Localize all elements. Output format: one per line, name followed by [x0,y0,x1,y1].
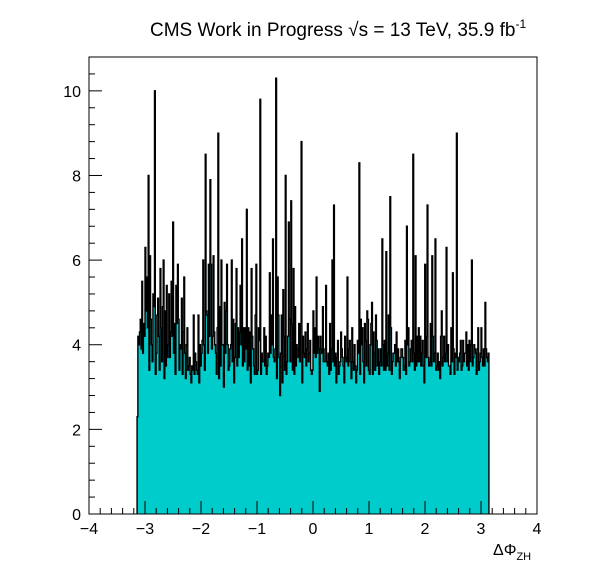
x-tick-label: 4 [533,521,542,538]
x-tick-label: −3 [136,521,154,538]
chart-title-prefix: CMS Work in Progress [150,20,348,41]
y-tick-label: 6 [72,253,81,270]
x-tick-label: −1 [248,521,266,538]
y-tick-label: 0 [72,507,81,524]
x-tick-label: 2 [421,521,430,538]
x-axis-label: ΔΦZH [493,542,531,563]
x-tick-label: −4 [80,521,98,538]
histogram-fill [137,78,489,514]
y-tick-label: 2 [72,422,81,439]
y-tick-label: 10 [63,84,81,101]
y-tick-label: 4 [72,338,81,355]
sqrt-operand: s [359,20,369,41]
y-tick-label: 8 [72,168,81,185]
x-axis-label-main: ΔΦ [493,542,516,559]
x-tick-label: 0 [309,521,318,538]
histogram-bars [136,77,490,514]
x-tick-label: −2 [192,521,210,538]
sqrt-radical: √ [348,20,359,41]
x-tick-label: 3 [477,521,486,538]
x-axis-label-subscript: ZH [516,551,531,563]
chart-title: CMS Work in Progress √s = 13 TeV, 35.9 f… [150,17,526,41]
axes: −4 −3 −2 −1 0 1 2 3 4 0 2 4 6 8 10 [63,56,542,538]
chart-title-main: = 13 TeV, 35.9 fb [368,20,515,41]
x-tick-label: 1 [365,521,374,538]
chart-title-superscript: -1 [515,17,526,31]
histogram-outline [136,77,490,514]
